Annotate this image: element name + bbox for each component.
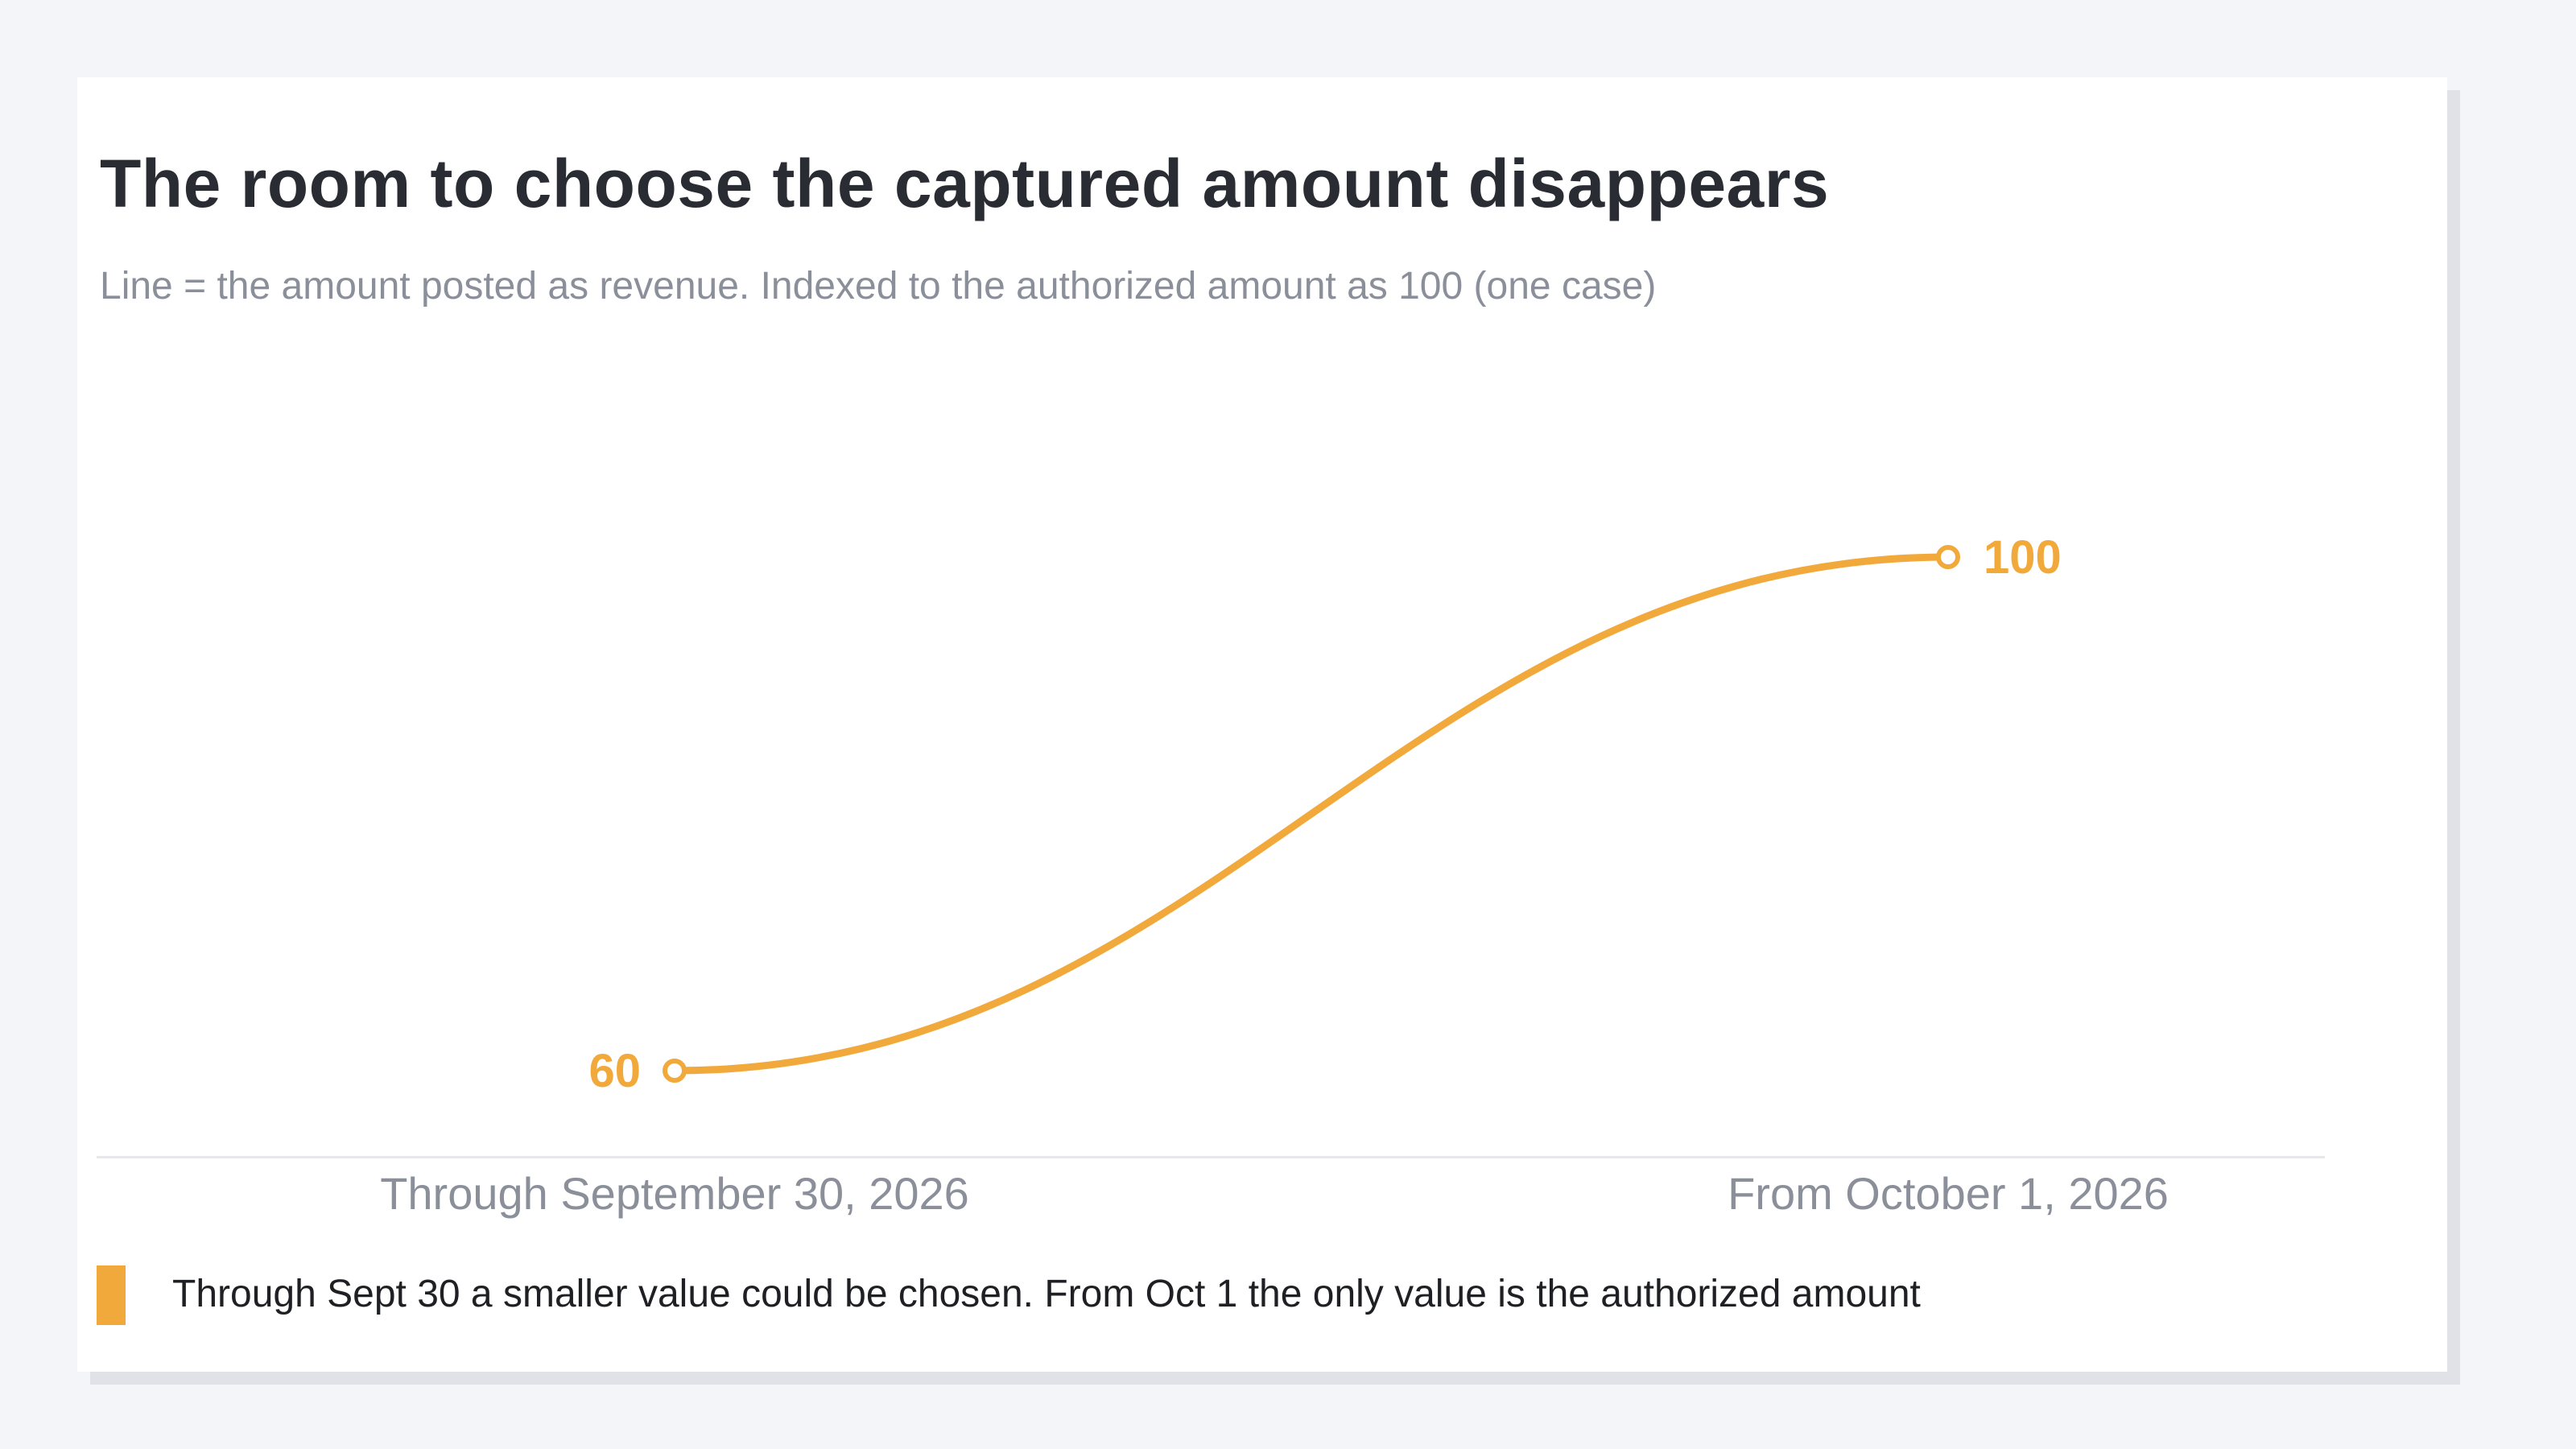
x-tick-label: Through September 30, 2026 bbox=[380, 1168, 969, 1219]
series-line bbox=[671, 553, 1952, 1075]
data-point bbox=[663, 1059, 687, 1083]
legend-swatch bbox=[97, 1265, 126, 1325]
chart-title: The room to choose the captured amount d… bbox=[100, 146, 1830, 221]
legend-divider bbox=[97, 1156, 2325, 1158]
legend-note: Through Sept 30 a smaller value could be… bbox=[172, 1273, 1921, 1315]
data-label: 60 bbox=[588, 1045, 641, 1097]
x-tick-label: From October 1, 2026 bbox=[1728, 1168, 2169, 1219]
data-label: 100 bbox=[1984, 531, 2062, 584]
data-point bbox=[1936, 545, 1960, 569]
chart-subtitle: Line = the amount posted as revenue. Ind… bbox=[100, 265, 1657, 308]
